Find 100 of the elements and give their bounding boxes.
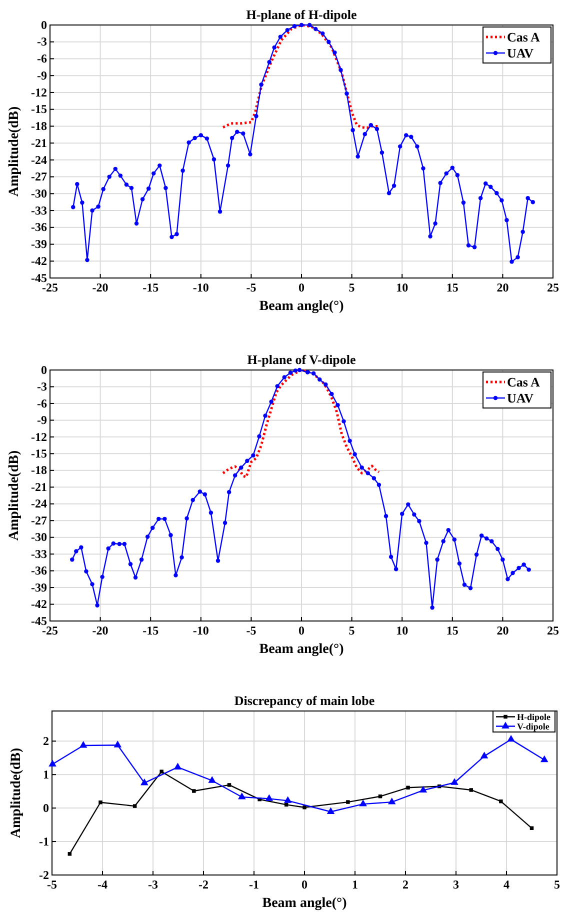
y-tick-label: -21: [31, 136, 47, 150]
x-tick-label: -1: [249, 878, 259, 892]
y-tick-label: -45: [31, 614, 47, 628]
y-tick-label: -33: [31, 546, 47, 561]
point: [346, 800, 350, 804]
y-tick-label: -6: [37, 396, 47, 410]
y-tick-label: -39: [31, 237, 47, 252]
x-axis-title: Beam angle(°): [262, 896, 348, 911]
x-tick-label: 3: [453, 878, 459, 892]
point: [192, 789, 196, 793]
x-tick-label: -2: [198, 878, 208, 892]
x-tick-label: -5: [47, 878, 57, 892]
x-tick-label: 15: [446, 624, 458, 638]
point: [68, 852, 72, 856]
point: [540, 755, 548, 762]
point: [132, 804, 137, 808]
point: [140, 778, 148, 786]
y-tick-label: -15: [31, 102, 47, 116]
legend-label: V-dipole: [517, 721, 550, 732]
line-series: [222, 368, 380, 478]
y-axis-title: Amplitude(dB): [7, 106, 22, 197]
y-tick-label: -21: [31, 480, 47, 494]
x-tick-label: 10: [396, 624, 408, 638]
legend-label: UAV: [507, 46, 534, 61]
x-tick-label: 2: [402, 878, 408, 892]
x-tick-label: -5: [246, 624, 256, 638]
point: [499, 799, 503, 804]
point: [507, 734, 515, 742]
y-tick-label: -27: [31, 170, 47, 184]
point: [326, 807, 335, 814]
y-tick-label: -36: [31, 564, 47, 578]
x-tick-label: -5: [246, 280, 256, 295]
point: [406, 786, 410, 790]
legend-label: Cas A: [507, 374, 540, 390]
x-tick-label: -15: [142, 624, 159, 638]
point: [238, 792, 246, 800]
y-tick-label: 0: [41, 362, 47, 377]
x-tick-label: 10: [396, 280, 408, 295]
x-tick-label: 5: [348, 280, 355, 295]
x-tick-label: 25: [547, 280, 559, 295]
x-tick-label: 0: [298, 280, 304, 295]
point: [302, 806, 306, 810]
x-tick-label: -15: [142, 280, 159, 295]
x-tick-label: -3: [148, 878, 158, 892]
x-tick-label: 0: [298, 624, 304, 638]
point: [114, 740, 122, 748]
point: [160, 770, 164, 774]
chart-title: H-plane of H-dipole: [246, 7, 357, 22]
y-tick-label: -24: [31, 496, 47, 511]
x-axis-title: Beam angle(°): [259, 299, 344, 314]
point: [48, 760, 56, 766]
point: [208, 776, 216, 783]
y-tick-label: -18: [31, 119, 47, 134]
x-tick-label: -10: [192, 280, 209, 295]
legend-label: UAV: [507, 390, 534, 406]
y-tick-label: -39: [31, 580, 47, 594]
x-tick-label: 5: [348, 624, 355, 638]
y-tick-label: -30: [31, 186, 47, 201]
point: [265, 794, 274, 801]
y-tick-label: -42: [31, 597, 47, 612]
x-tick-label: 5: [554, 878, 560, 892]
chart-title: Discrepancy of main lobe: [234, 693, 375, 708]
x-tick-label: -4: [98, 878, 108, 892]
y-tick-label: 0: [41, 18, 47, 32]
y-tick-label: -12: [31, 85, 47, 100]
y-tick-label: -3: [37, 34, 47, 49]
y-tick-label: -2: [39, 868, 49, 882]
legend-label: Cas A: [507, 30, 540, 45]
point: [284, 796, 292, 803]
y-tick-label: 1: [43, 767, 49, 782]
y-tick-label: -30: [31, 530, 47, 544]
y-tick-label: -45: [31, 270, 47, 285]
y-tick-label: -36: [31, 220, 47, 234]
y-tick-label: -6: [37, 52, 47, 66]
point: [79, 741, 88, 748]
point: [419, 786, 428, 793]
y-tick-label: -12: [31, 430, 47, 444]
chart-title: H-plane of V-dipole: [247, 352, 356, 367]
x-tick-label: 0: [302, 878, 308, 892]
x-tick-label: -20: [92, 624, 108, 638]
y-tick-label: -42: [31, 254, 47, 268]
y-axis-title: Amplitude(dB): [7, 450, 22, 541]
x-tick-label: -10: [192, 624, 209, 638]
y-tick-label: -9: [37, 68, 47, 82]
point: [359, 800, 367, 806]
point: [174, 762, 182, 770]
y-tick-label: -15: [31, 446, 47, 461]
y-tick-label: -27: [31, 513, 47, 528]
x-tick-label: 4: [504, 878, 510, 892]
point: [450, 778, 458, 785]
y-tick-label: -18: [31, 463, 47, 478]
legend-label: H-dipole: [517, 712, 551, 722]
y-tick-label: -3: [37, 380, 47, 394]
point: [227, 783, 232, 787]
x-tick-label: 20: [496, 624, 509, 638]
y-tick-label: 0: [43, 800, 49, 815]
y-tick-label: 2: [43, 734, 49, 748]
point: [388, 798, 396, 804]
y-tick-label: -24: [31, 152, 47, 167]
y-tick-label: -9: [37, 413, 47, 428]
